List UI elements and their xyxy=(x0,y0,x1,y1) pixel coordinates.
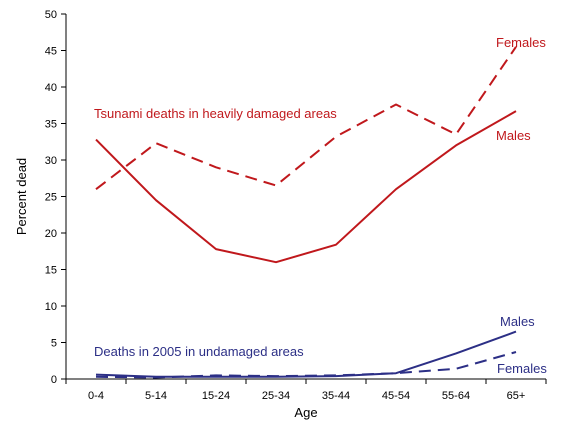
x-axis-ticks: 0-4 5-14 15-24 25-34 35-44 45-54 55-64 65+ xyxy=(65,379,547,402)
y-tick-label: 5 xyxy=(51,338,57,350)
series-line-0 xyxy=(95,110,517,264)
y-tick-label: 45 xyxy=(45,46,57,58)
x-tick-label: 15-24 xyxy=(202,390,230,402)
y-tick-label: 20 xyxy=(45,228,57,240)
annotation-tsunami-females: Females xyxy=(496,35,546,50)
series-line-3 xyxy=(95,351,517,379)
x-tick-label: 5-14 xyxy=(145,390,167,402)
y-tick-label: 35 xyxy=(45,119,57,131)
series-layer xyxy=(95,46,517,379)
annotation-tsunami-group: Tsunami deaths in heavily damaged areas xyxy=(94,106,337,121)
x-tick-label: 0-4 xyxy=(88,390,104,402)
y-axis-title: Percent dead xyxy=(14,158,29,235)
y-tick-label: 30 xyxy=(45,155,57,167)
x-tick-label: 65+ xyxy=(507,390,526,402)
y-tick-label: 15 xyxy=(45,265,57,277)
y-tick-label: 50 xyxy=(45,9,57,21)
x-tick-label: 55-64 xyxy=(442,390,470,402)
series-line-1 xyxy=(95,46,517,190)
y-tick-label: 0 xyxy=(51,374,57,386)
annotation-tsunami-males: Males xyxy=(496,128,531,143)
y-tick-label: 10 xyxy=(45,301,57,313)
annotation-2005-males: Males xyxy=(500,314,535,329)
annotation-2005-group: Deaths in 2005 in undamaged areas xyxy=(94,344,304,359)
y-tick-label: 40 xyxy=(45,82,57,94)
y-axis-ticks: 0 5 10 15 20 25 30 35 40 45 50 xyxy=(45,9,66,386)
x-tick-label: 45-54 xyxy=(382,390,410,402)
y-tick-label: 25 xyxy=(45,192,57,204)
x-tick-label: 35-44 xyxy=(322,390,350,402)
x-axis-title: Age xyxy=(294,405,317,420)
annotation-2005-females: Females xyxy=(497,361,547,376)
x-tick-label: 25-34 xyxy=(262,390,290,402)
